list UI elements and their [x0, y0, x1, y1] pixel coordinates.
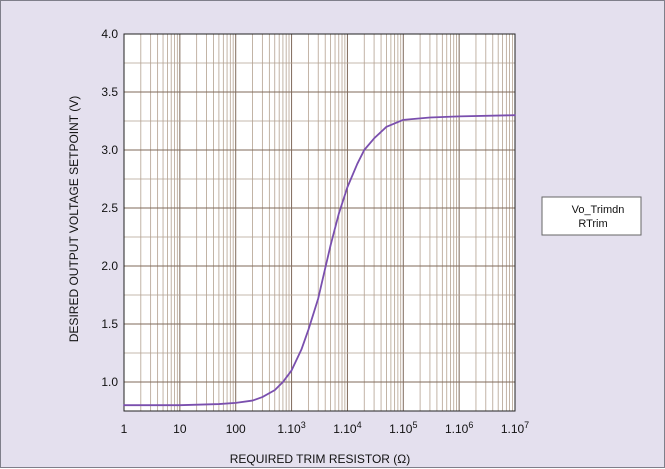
- plot-border: [123, 33, 516, 412]
- series-line: [123, 114, 516, 407]
- tick-labels: 1.0 1.5 2.0 2.5 3.0 3.5 4.0 1 10 100 1.103 1.104 1.1…: [101, 27, 529, 436]
- x-tick-label: 1.103: [277, 420, 305, 436]
- x-tick-label: 10: [173, 422, 187, 436]
- y-tick-label: 3.0: [101, 143, 118, 157]
- legend-box: [541, 196, 642, 236]
- grid: [123, 33, 515, 412]
- y-tick-label: 1.5: [101, 317, 118, 331]
- plot-background: [124, 34, 515, 411]
- y-tick-label: 3.5: [101, 85, 118, 99]
- x-tick-label: 1.107: [501, 420, 529, 436]
- y-tick-label: 4.0: [101, 27, 118, 41]
- y-tick-label: 2.0: [101, 259, 118, 273]
- x-axis-title: REQUIRED TRIM RESISTOR (Ω): [230, 452, 411, 466]
- x-tick-label: 1.104: [333, 420, 361, 436]
- series-layer: [123, 114, 516, 407]
- legend: Vo_Trimdn RTrim: [541, 196, 642, 236]
- x-tick-label: 1: [121, 422, 128, 436]
- x-tick-label: 1.105: [389, 420, 417, 436]
- y-axis-title: DESIRED OUTPUT VOLTAGE SETPOINT (V): [67, 96, 81, 342]
- y-tick-label: 1.0: [101, 375, 118, 389]
- x-tick-label: 1.106: [445, 420, 473, 436]
- x-tick-label: 100: [226, 422, 246, 436]
- legend-line-2: RTrim: [578, 218, 607, 230]
- legend-line-1: Vo_Trimdn: [572, 204, 625, 216]
- y-tick-label: 2.5: [101, 201, 118, 215]
